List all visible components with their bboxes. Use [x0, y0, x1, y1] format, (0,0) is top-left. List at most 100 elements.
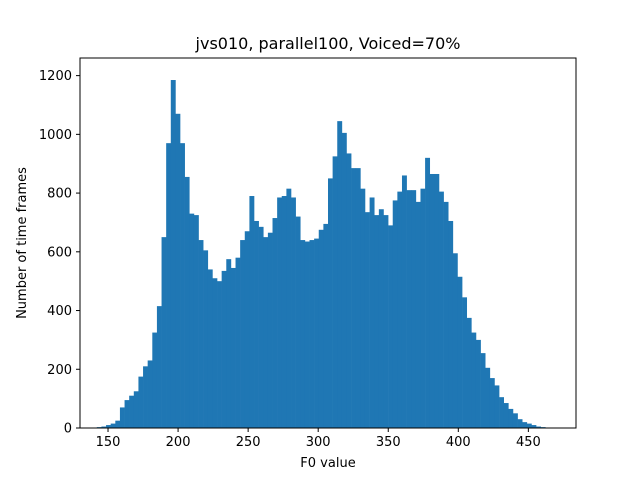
histogram-bar: [101, 426, 107, 428]
histogram-bar: [503, 403, 509, 428]
histogram-bar: [415, 201, 421, 428]
histogram-bar: [341, 132, 347, 428]
histogram-bar: [494, 385, 500, 428]
histogram-bar: [457, 276, 463, 428]
chart-title: jvs010, parallel100, Voiced=70%: [195, 34, 461, 53]
histogram-bar: [309, 240, 315, 428]
histogram-bar: [263, 237, 269, 428]
x-tick-label: 300: [306, 435, 331, 450]
histogram-bar: [152, 332, 158, 428]
y-tick-label: 200: [47, 363, 72, 378]
histogram-bar: [351, 168, 357, 428]
histogram-bar: [323, 223, 329, 428]
histogram-bar: [526, 423, 532, 428]
histogram-bar: [383, 215, 389, 428]
histogram-bar: [355, 168, 361, 428]
histogram-bar: [138, 376, 144, 428]
histogram-bar: [217, 281, 222, 428]
y-tick-label: 400: [47, 304, 72, 319]
histogram-bar: [166, 143, 172, 428]
histogram-bar: [318, 229, 324, 428]
x-tick-label: 200: [166, 435, 191, 450]
histogram-bar: [226, 259, 232, 428]
y-tick-label: 0: [64, 422, 72, 437]
histogram-bar: [207, 269, 213, 428]
histogram-bar: [360, 188, 366, 428]
histogram-bars: [96, 80, 546, 429]
histogram-bar: [124, 400, 130, 428]
histogram-bar: [536, 426, 541, 428]
histogram-bar: [212, 278, 218, 428]
histogram-bar: [258, 226, 264, 428]
histogram-bar: [277, 197, 283, 428]
histogram-bar: [475, 339, 481, 428]
histogram-bar: [328, 178, 333, 428]
histogram-bar: [531, 425, 537, 428]
histogram-bar: [401, 175, 407, 428]
histogram-bar: [485, 367, 491, 428]
histogram-bar: [480, 353, 486, 428]
histogram-bar: [203, 250, 209, 428]
histogram-bar: [471, 332, 477, 428]
y-tick-label: 800: [47, 187, 72, 202]
x-tick-label: 250: [236, 435, 261, 450]
histogram-bar: [462, 297, 468, 428]
histogram-bar: [170, 80, 176, 429]
histogram-bar: [369, 197, 375, 428]
histogram-bar: [392, 200, 398, 428]
histogram-bar: [221, 270, 227, 428]
histogram-bar: [489, 378, 495, 428]
histogram-bar: [235, 257, 241, 428]
histogram-bar: [448, 220, 454, 428]
x-tick-label: 400: [446, 435, 471, 450]
histogram-bar: [230, 267, 236, 428]
y-tick-label: 1000: [39, 128, 72, 143]
y-axis-label: Number of time frames: [15, 167, 30, 319]
x-tick-label: 150: [96, 435, 121, 450]
histogram-bar: [240, 240, 246, 428]
histogram-bar: [304, 241, 310, 428]
histogram-bar: [429, 173, 435, 428]
histogram-bar: [314, 238, 320, 428]
histogram-bar: [147, 360, 153, 428]
histogram-bar: [517, 419, 523, 428]
histogram-bar: [295, 216, 301, 428]
histogram-bar: [119, 407, 125, 428]
histogram-bar: [411, 190, 417, 428]
histogram-bar: [244, 231, 250, 428]
histogram-bar: [337, 121, 343, 428]
histogram-bar: [452, 253, 458, 428]
y-tick-label: 1200: [39, 69, 72, 84]
histogram-bar: [198, 240, 204, 428]
histogram-bar: [106, 425, 111, 428]
histogram-bar: [291, 197, 296, 428]
histogram-bar: [286, 188, 292, 428]
histogram-bar: [115, 420, 121, 428]
histogram-bar: [133, 391, 139, 428]
histogram-bar: [466, 317, 472, 428]
histogram-bar: [374, 215, 380, 428]
y-axis-ticks: 0 200 400 600 800 1000 1200: [39, 69, 80, 437]
x-tick-label: 450: [516, 435, 541, 450]
histogram-bar: [443, 201, 449, 428]
histogram-bar: [434, 173, 440, 428]
histogram-bar: [267, 232, 273, 428]
histogram-bar: [175, 113, 181, 428]
x-axis-label: F0 value: [300, 456, 355, 471]
x-axis-ticks: 150 200 250 300 350 400 450: [96, 428, 541, 450]
histogram-bar: [156, 306, 162, 428]
histogram-bar: [425, 157, 431, 428]
histogram-bar: [346, 153, 352, 428]
histogram-bar: [110, 423, 116, 428]
histogram-bar: [129, 395, 135, 428]
histogram-bar: [193, 215, 199, 428]
histogram-bar: [397, 191, 403, 428]
plot-frame: [79, 57, 577, 429]
histogram-bar: [189, 213, 195, 428]
histogram-bar: [254, 220, 259, 428]
histogram-bar: [180, 143, 185, 428]
histogram-bar: [249, 196, 255, 428]
histogram-bar: [388, 225, 394, 428]
histogram-bar: [281, 196, 287, 428]
